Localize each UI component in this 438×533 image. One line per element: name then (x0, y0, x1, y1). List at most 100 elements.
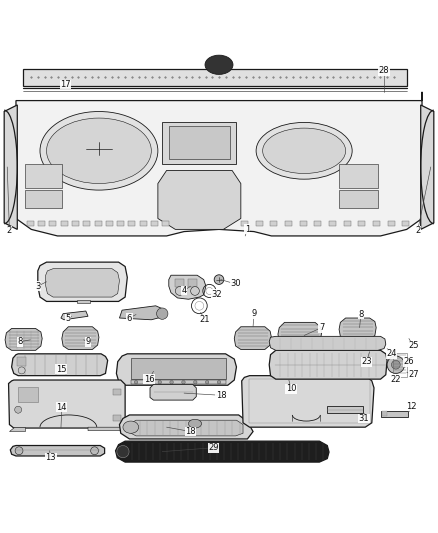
Polygon shape (117, 354, 237, 385)
Bar (128, 221, 135, 226)
Text: 25: 25 (408, 342, 419, 351)
Text: 2: 2 (415, 226, 420, 235)
Polygon shape (46, 269, 120, 297)
Bar (175, 279, 184, 287)
Polygon shape (150, 384, 196, 400)
Polygon shape (16, 92, 422, 236)
Circle shape (194, 381, 197, 384)
Bar (140, 221, 147, 226)
Bar (188, 279, 197, 287)
Polygon shape (278, 322, 321, 345)
Polygon shape (120, 306, 166, 320)
Text: 29: 29 (208, 443, 219, 452)
Bar (25, 190, 62, 207)
Text: 13: 13 (46, 453, 56, 462)
Circle shape (91, 447, 99, 455)
Bar (241, 221, 248, 226)
Polygon shape (421, 105, 434, 229)
Bar (162, 221, 169, 226)
Bar (344, 221, 350, 226)
Text: 32: 32 (212, 289, 222, 298)
Bar (393, 353, 407, 376)
Bar (25, 164, 62, 188)
Polygon shape (242, 376, 374, 427)
Polygon shape (11, 446, 105, 456)
Ellipse shape (123, 421, 139, 433)
Bar (72, 221, 79, 226)
Polygon shape (38, 262, 127, 302)
Ellipse shape (188, 419, 201, 428)
Polygon shape (158, 171, 241, 229)
Text: 9: 9 (85, 337, 91, 346)
Text: 28: 28 (379, 67, 389, 75)
Polygon shape (4, 105, 17, 229)
Polygon shape (12, 354, 108, 376)
Text: 12: 12 (406, 402, 417, 411)
Bar (382, 411, 387, 416)
Bar (285, 221, 292, 226)
Bar (270, 221, 277, 226)
Ellipse shape (205, 55, 233, 75)
Bar (95, 221, 102, 226)
Ellipse shape (263, 128, 346, 174)
Bar (22, 69, 407, 86)
Bar (49, 221, 57, 226)
Text: 1: 1 (245, 225, 250, 234)
Polygon shape (269, 350, 387, 379)
Polygon shape (234, 327, 272, 350)
Circle shape (191, 287, 199, 295)
Bar (113, 415, 121, 421)
Bar (388, 221, 395, 226)
Circle shape (170, 381, 173, 384)
Bar (329, 221, 336, 226)
Polygon shape (339, 318, 376, 340)
Circle shape (156, 308, 168, 319)
Polygon shape (116, 441, 329, 462)
Bar (327, 406, 363, 413)
Circle shape (217, 381, 221, 384)
Bar (106, 221, 113, 226)
Text: 17: 17 (60, 80, 71, 89)
Bar (339, 164, 378, 188)
Circle shape (387, 356, 405, 374)
Ellipse shape (46, 118, 151, 183)
Text: 14: 14 (57, 402, 67, 411)
Bar (38, 221, 45, 226)
Polygon shape (10, 427, 25, 431)
Bar (358, 221, 365, 226)
Circle shape (117, 446, 129, 458)
Bar (339, 190, 378, 207)
Bar (249, 379, 370, 423)
Bar (373, 221, 380, 226)
Bar (17, 357, 26, 366)
Bar (381, 410, 408, 417)
Polygon shape (62, 327, 99, 350)
Bar (255, 221, 262, 226)
Text: 5: 5 (66, 314, 71, 324)
Bar (18, 386, 38, 402)
Circle shape (182, 381, 185, 384)
Circle shape (18, 367, 25, 374)
Text: 15: 15 (56, 365, 66, 374)
Polygon shape (269, 336, 386, 350)
Bar (117, 221, 124, 226)
Ellipse shape (40, 111, 158, 190)
Text: 26: 26 (403, 357, 414, 366)
Bar (314, 221, 321, 226)
Circle shape (205, 381, 209, 384)
Text: 22: 22 (391, 375, 401, 384)
Text: 8: 8 (358, 310, 364, 319)
Polygon shape (129, 420, 243, 436)
Text: 31: 31 (359, 414, 369, 423)
Circle shape (134, 381, 138, 384)
Bar (300, 221, 307, 226)
Text: 18: 18 (216, 391, 226, 400)
Text: 3: 3 (35, 281, 40, 290)
Bar (27, 221, 34, 226)
Circle shape (146, 381, 150, 384)
Bar (131, 380, 226, 384)
Bar (61, 221, 68, 226)
Text: 2: 2 (7, 226, 12, 235)
Text: 7: 7 (319, 323, 324, 332)
Text: 23: 23 (361, 357, 372, 366)
